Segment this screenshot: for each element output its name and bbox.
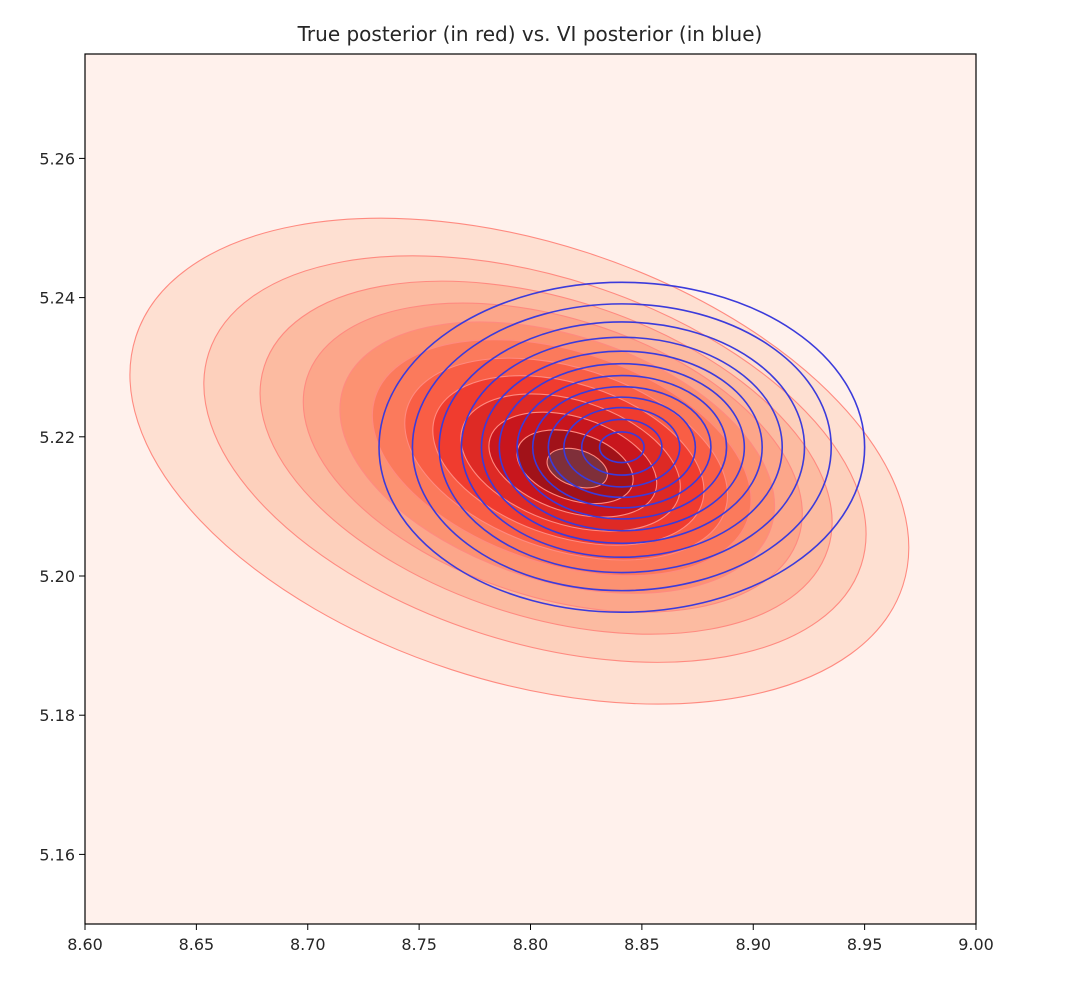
blue-contour-level-10 [563, 406, 681, 488]
x-tick-label: 8.95 [847, 935, 883, 954]
vi-posterior-contours [378, 281, 866, 613]
blue-contour-level-12 [598, 431, 645, 464]
blue-contour-level-8 [531, 385, 712, 509]
blue-contour-level-7 [516, 374, 728, 520]
y-tick-label: 5.24 [39, 289, 75, 308]
blue-contour-level-9 [547, 396, 697, 499]
x-tick-label: 8.85 [624, 935, 660, 954]
blue-contour-level-3 [438, 321, 806, 574]
blue-contour-level-11 [580, 418, 663, 476]
x-tick-label: 8.90 [735, 935, 771, 954]
blue-contour-level-1 [378, 281, 866, 613]
blue-contour-level-6 [498, 362, 746, 532]
x-tick-label: 8.60 [67, 935, 103, 954]
red-contour-level-12 [546, 447, 609, 489]
y-axis: 5.16 5.18 5.20 5.22 5.24 5.26 [39, 149, 85, 864]
y-tick-label: 5.18 [39, 706, 75, 725]
x-axis: 8.60 8.65 8.70 8.75 8.80 8.85 8.90 8.95 9.00 [67, 924, 994, 954]
chart-title: True posterior (in red) vs. VI posterior… [297, 22, 763, 46]
x-tick-label: 8.75 [401, 935, 437, 954]
y-tick-label: 5.20 [39, 567, 75, 586]
y-tick-label: 5.16 [39, 845, 75, 864]
x-tick-label: 8.65 [179, 935, 215, 954]
blue-contour-level-4 [460, 336, 784, 559]
blue-contour-level-5 [480, 350, 763, 545]
x-tick-label: 8.80 [513, 935, 549, 954]
x-tick-label: 8.70 [290, 935, 326, 954]
x-tick-label: 9.00 [958, 935, 994, 954]
y-tick-label: 5.26 [39, 149, 75, 168]
y-tick-label: 5.22 [39, 428, 75, 447]
blue-contour-level-2 [411, 303, 833, 592]
